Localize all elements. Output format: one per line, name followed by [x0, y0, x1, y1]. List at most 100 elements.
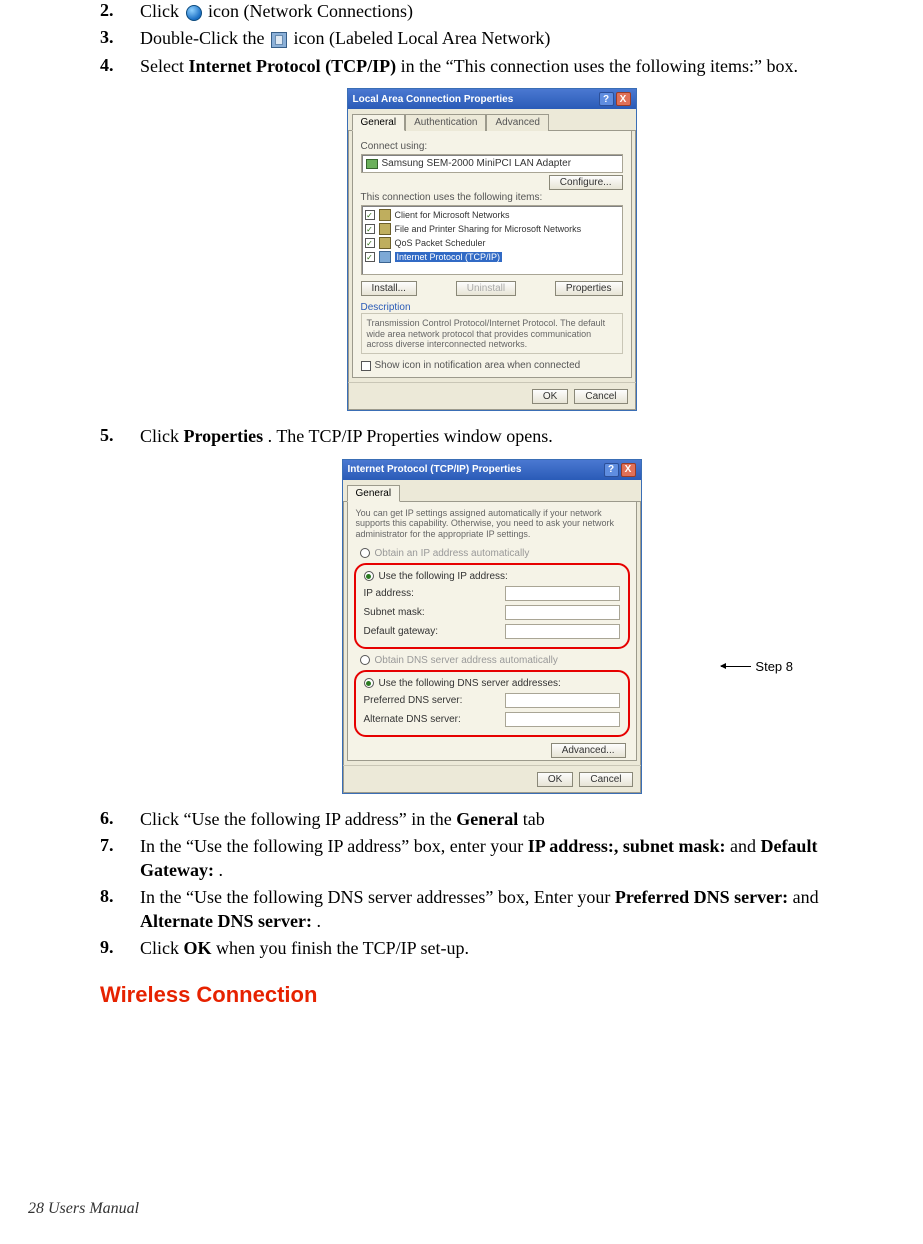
step-body: Double-Click the icon (Labeled Local Are… [140, 27, 883, 50]
step8-annotation: Step 8 [721, 659, 793, 674]
item-label: Client for Microsoft Networks [395, 210, 510, 220]
list-item[interactable]: ✓ Client for Microsoft Networks [365, 208, 619, 222]
items-list[interactable]: ✓ Client for Microsoft Networks ✓ File a… [361, 205, 623, 275]
adapter-box: Samsung SEM-2000 MiniPCI LAN Adapter [361, 154, 623, 173]
item-label: File and Printer Sharing for Microsoft N… [395, 224, 582, 234]
checkbox-icon[interactable]: ✓ [361, 361, 371, 371]
step-number: 8. [100, 886, 140, 907]
bold-text: Properties [184, 426, 264, 446]
properties-button[interactable]: Properties [555, 281, 623, 296]
radio-icon[interactable] [364, 571, 374, 581]
cancel-button[interactable]: Cancel [574, 389, 627, 404]
text: icon (Network Connections) [208, 1, 413, 21]
checkbox-icon[interactable]: ✓ [365, 252, 375, 262]
step-8: 8. In the “Use the following DNS server … [100, 886, 883, 933]
step-number: 5. [100, 425, 140, 446]
subnet-row: Subnet mask: [364, 603, 620, 622]
radio-icon[interactable] [360, 655, 370, 665]
tabstrip: General [343, 480, 641, 502]
radio-use-ip[interactable]: Use the following IP address: [364, 569, 620, 584]
advanced-row: Advanced... [348, 739, 636, 756]
adapter-name: Samsung SEM-2000 MiniPCI LAN Adapter [382, 158, 572, 169]
tab-authentication[interactable]: Authentication [405, 114, 486, 131]
gateway-input[interactable] [505, 624, 620, 639]
install-button[interactable]: Install... [361, 281, 417, 296]
ip-address-input[interactable] [505, 586, 620, 601]
list-item[interactable]: ✓ QoS Packet Scheduler [365, 236, 619, 250]
configure-button[interactable]: Configure... [549, 175, 623, 190]
checkbox-icon[interactable]: ✓ [365, 210, 375, 220]
text: and [793, 887, 819, 907]
text: In the “Use the following DNS server add… [140, 887, 615, 907]
figure-tcpip-properties: Internet Protocol (TCP/IP) Properties ? … [100, 459, 883, 794]
item-label: QoS Packet Scheduler [395, 238, 486, 248]
alt-dns-row: Alternate DNS server: [364, 710, 620, 729]
protocol-icon [379, 251, 391, 263]
dns-address-group: Use the following DNS server addresses: … [354, 670, 630, 737]
radio-icon[interactable] [364, 678, 374, 688]
checkbox-icon[interactable]: ✓ [365, 238, 375, 248]
step-body: Click OK when you finish the TCP/IP set-… [140, 937, 883, 960]
description-box: Transmission Control Protocol/Internet P… [361, 313, 623, 354]
step-number: 7. [100, 835, 140, 856]
radio-label: Obtain DNS server address automatically [375, 655, 558, 666]
pref-dns-input[interactable] [505, 693, 620, 708]
service-icon [379, 209, 391, 221]
bold-text: OK [184, 938, 212, 958]
ip-address-row: IP address: [364, 584, 620, 603]
item-label-selected: Internet Protocol (TCP/IP) [395, 252, 503, 262]
panel-general: Connect using: Samsung SEM-2000 MiniPCI … [352, 131, 632, 378]
radio-auto-dns[interactable]: Obtain DNS server address automatically [348, 653, 636, 668]
subnet-input[interactable] [505, 605, 620, 620]
service-icon [379, 223, 391, 235]
step-2: 2. Click icon (Network Connections) [100, 0, 883, 23]
info-text: You can get IP settings assigned automat… [348, 502, 636, 546]
uninstall-button[interactable]: Uninstall [456, 281, 516, 296]
titlebar-buttons: ? X [604, 463, 636, 477]
titlebar-left: Local Area Connection Properties [353, 94, 514, 105]
tab-advanced[interactable]: Advanced [486, 114, 548, 131]
advanced-button[interactable]: Advanced... [551, 743, 626, 758]
titlebar: Local Area Connection Properties ? X [348, 89, 636, 109]
page-footer: 28 Users Manual [28, 1200, 139, 1218]
tabstrip: General Authentication Advanced [348, 109, 636, 131]
text: Click [140, 938, 184, 958]
ok-button[interactable]: OK [537, 772, 573, 787]
service-icon [379, 237, 391, 249]
step-5: 5. Click Properties . The TCP/IP Propert… [100, 425, 883, 448]
list-item[interactable]: ✓ File and Printer Sharing for Microsoft… [365, 222, 619, 236]
list-item[interactable]: ✓ Internet Protocol (TCP/IP) [365, 250, 619, 264]
cancel-button[interactable]: Cancel [579, 772, 632, 787]
close-button[interactable]: X [616, 92, 631, 106]
ok-button[interactable]: OK [532, 389, 568, 404]
checkbox-icon[interactable]: ✓ [365, 224, 375, 234]
step-body: Click Properties . The TCP/IP Properties… [140, 425, 883, 448]
gateway-label: Default gateway: [364, 626, 439, 637]
pref-dns-row: Preferred DNS server: [364, 691, 620, 710]
text: when you finish the TCP/IP set-up. [216, 938, 469, 958]
ip-address-label: IP address: [364, 588, 414, 599]
adapter-icon [366, 159, 378, 169]
network-connections-icon [186, 5, 202, 21]
radio-icon[interactable] [360, 548, 370, 558]
help-button[interactable]: ? [599, 92, 614, 106]
step-body: Click “Use the following IP address” in … [140, 808, 883, 831]
radio-use-dns[interactable]: Use the following DNS server addresses: [364, 676, 620, 691]
close-button[interactable]: X [621, 463, 636, 477]
alt-dns-input[interactable] [505, 712, 620, 727]
radio-auto-ip[interactable]: Obtain an IP address automatically [348, 546, 636, 561]
text: Select [140, 56, 188, 76]
text: In the “Use the following IP address” bo… [140, 836, 528, 856]
annotation-label: Step 8 [755, 659, 793, 674]
text: Click “Use the following IP address” in … [140, 809, 456, 829]
bold-text: IP address:, subnet mask: [528, 836, 726, 856]
tab-general[interactable]: General [347, 485, 401, 502]
tab-general[interactable]: General [352, 114, 406, 131]
titlebar: Internet Protocol (TCP/IP) Properties ? … [343, 460, 641, 480]
step-number: 9. [100, 937, 140, 958]
alt-dns-label: Alternate DNS server: [364, 714, 461, 725]
help-button[interactable]: ? [604, 463, 619, 477]
step-body: Click icon (Network Connections) [140, 0, 883, 23]
window-title: Local Area Connection Properties [353, 94, 514, 105]
step-body: In the “Use the following IP address” bo… [140, 835, 883, 882]
